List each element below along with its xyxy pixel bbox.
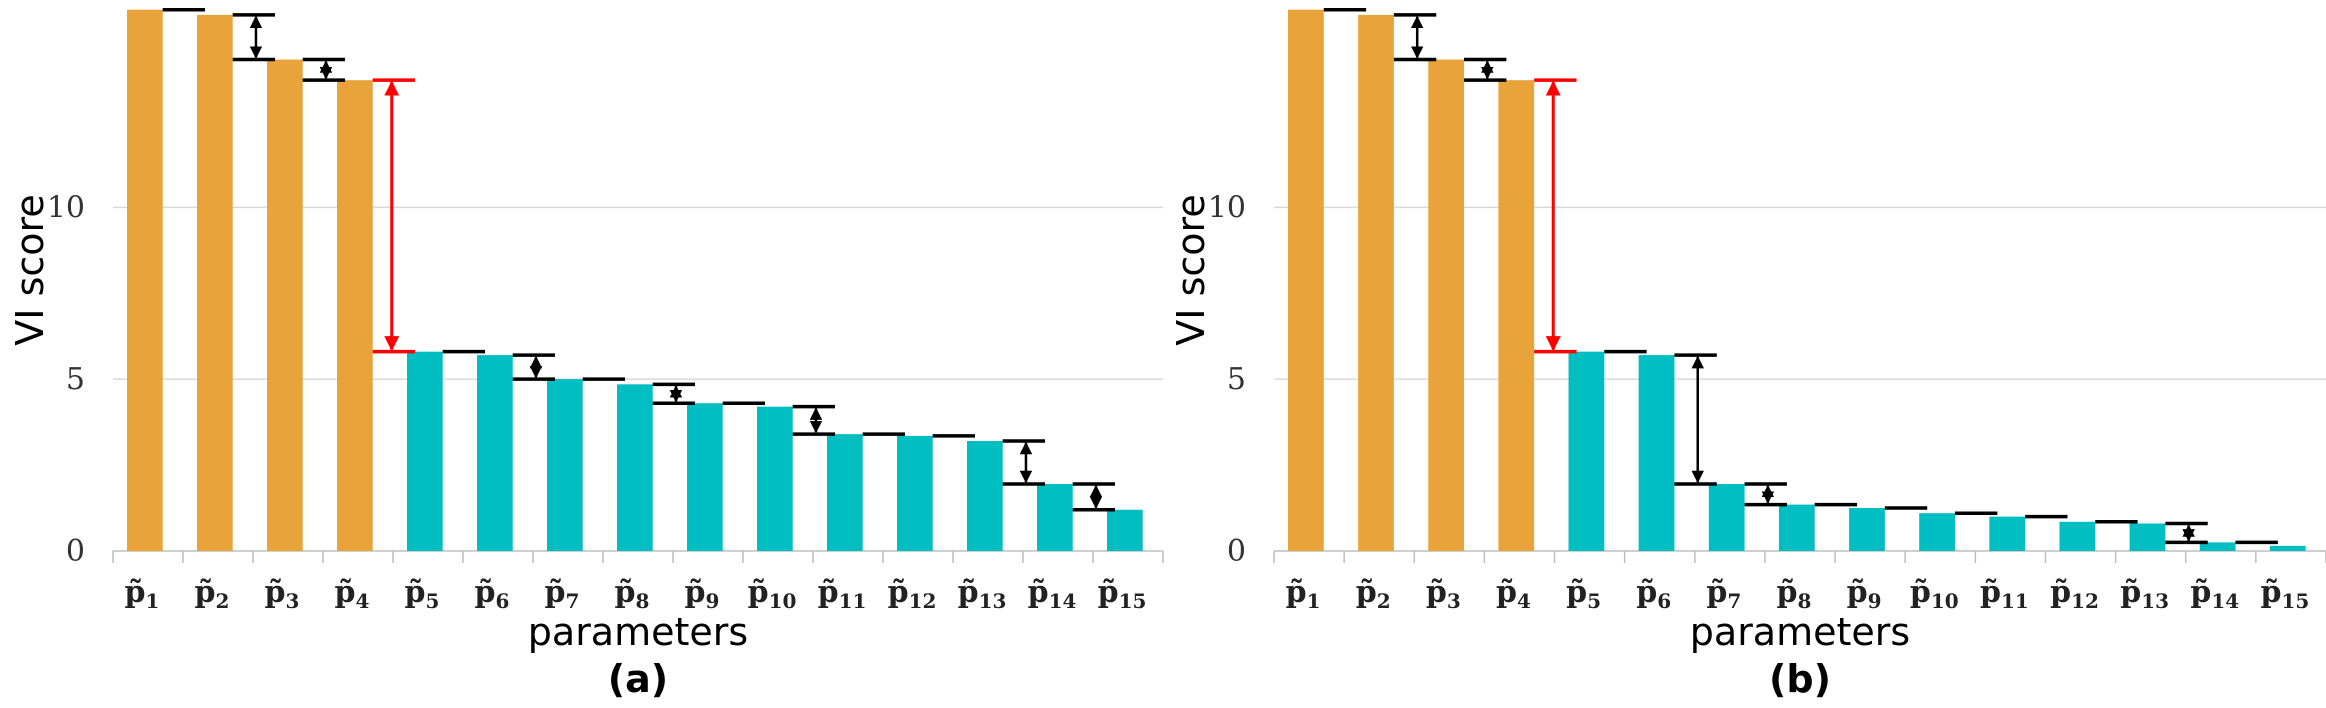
x-tick-label: p̃13 <box>2120 575 2169 613</box>
chart-panel-1: 0 5 10 p̃1 p̃2 p̃3 p̃4 p̃5 p̃6 p̃7 p̃8 p̃9 p̃10 p̃11 p… <box>8 7 1164 701</box>
x-tick-label: p̃2 <box>1356 575 1391 613</box>
x-tick-label: p̃10 <box>748 575 797 613</box>
x-tick-label: p̃2 <box>195 575 230 613</box>
bar-13 <box>2129 523 2166 551</box>
x-axis-title: parameters <box>1690 610 1910 654</box>
x-tick-label: p̃3 <box>1426 575 1461 613</box>
y-tick-label: 0 <box>1227 534 1246 569</box>
y-tick-label: 0 <box>66 534 85 569</box>
x-tick-label: p̃3 <box>265 575 300 613</box>
x-tick-label: p̃12 <box>888 575 937 613</box>
x-tick-label: p̃11 <box>818 575 867 613</box>
bar-6 <box>477 355 513 551</box>
x-tick-label: p̃5 <box>1566 575 1601 613</box>
chart-panel-2: 0 5 10 p̃1 p̃2 p̃3 p̃4 p̃5 p̃6 p̃7 p̃8 p̃9 p̃10 p̃11 p… <box>1169 7 2326 701</box>
x-tick-label: p̃10 <box>1910 575 1959 613</box>
bar-1 <box>1288 9 1324 551</box>
bar-10 <box>757 406 793 551</box>
panel-label: (a) <box>608 657 668 701</box>
panel-label: (b) <box>1769 657 1831 701</box>
bar-4 <box>337 80 373 551</box>
y-tick-label: 10 <box>47 190 85 225</box>
y-axis-title: VI score <box>1169 194 1213 345</box>
x-tick-label: p̃8 <box>615 575 650 613</box>
bar-6 <box>1638 355 1675 551</box>
bar-14 <box>2199 542 2236 551</box>
bar-12 <box>897 435 933 551</box>
bar-11 <box>827 434 863 551</box>
bar-5 <box>407 351 443 551</box>
x-tick-label: p̃15 <box>2261 575 2310 613</box>
x-axis-title: parameters <box>528 610 748 654</box>
y-tick-label: 10 <box>1208 190 1246 225</box>
bar-15 <box>1107 509 1143 551</box>
bar-13 <box>967 441 1003 551</box>
x-tick-label: p̃14 <box>2190 575 2239 613</box>
bar-7 <box>547 379 583 551</box>
bar-11 <box>1989 516 2026 551</box>
x-tick-label: p̃6 <box>1636 575 1671 613</box>
bar-12 <box>2059 521 2096 551</box>
bar-3 <box>267 59 303 552</box>
bar-5 <box>1568 351 1605 551</box>
x-tick-label: p̃1 <box>125 575 160 613</box>
y-axis-title: VI score <box>8 194 52 345</box>
x-tick-label: p̃8 <box>1777 575 1812 613</box>
bar-9 <box>687 403 723 551</box>
bar-3 <box>1428 59 1465 552</box>
x-tick-label: p̃7 <box>545 575 580 613</box>
bar-14 <box>1037 483 1073 551</box>
bar-9 <box>1849 508 1885 551</box>
x-tick-label: p̃4 <box>1496 575 1531 613</box>
bar-7 <box>1708 483 1745 551</box>
x-tick-label: p̃9 <box>685 575 720 613</box>
x-tick-label: p̃5 <box>405 575 440 613</box>
x-tick-label: p̃7 <box>1706 575 1741 613</box>
bar-15 <box>2269 545 2306 551</box>
x-tick-label: p̃12 <box>2050 575 2099 613</box>
bar-2 <box>1358 14 1394 552</box>
y-tick-label: 5 <box>1227 362 1246 397</box>
x-tick-label: p̃1 <box>1286 575 1321 613</box>
bar-10 <box>1919 513 1955 551</box>
bar-4 <box>1498 80 1535 551</box>
x-tick-label: p̃11 <box>1980 575 2029 613</box>
x-tick-label: p̃9 <box>1847 575 1882 613</box>
x-tick-label: p̃6 <box>475 575 510 613</box>
x-tick-label: p̃13 <box>958 575 1007 613</box>
x-tick-label: p̃14 <box>1028 575 1077 613</box>
x-tick-label: p̃15 <box>1098 575 1147 613</box>
bar-1 <box>127 9 163 551</box>
bar-8 <box>1778 504 1815 551</box>
bar-8 <box>617 384 653 551</box>
bar-2 <box>197 14 233 552</box>
y-tick-label: 5 <box>66 362 85 397</box>
x-tick-label: p̃4 <box>335 575 370 613</box>
